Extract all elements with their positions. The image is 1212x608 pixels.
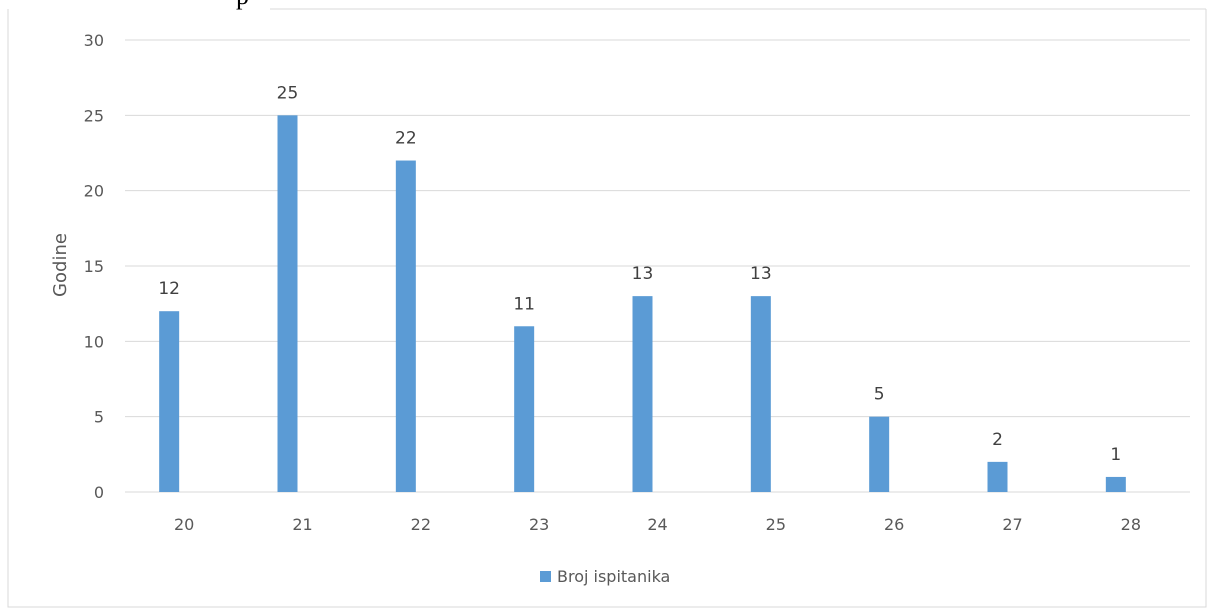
data-label-24: 13 — [632, 264, 654, 284]
x-tick-label-27: 27 — [1002, 515, 1022, 534]
y-axis-title: Godine — [50, 233, 71, 297]
x-tick-label-21: 21 — [292, 515, 312, 534]
data-label-25: 13 — [750, 264, 772, 284]
legend-label: Broj ispitanika — [557, 567, 670, 586]
x-tick-label-22: 22 — [411, 515, 431, 534]
top-fragment-text: p — [236, 0, 249, 10]
y-tick-label: 25 — [84, 106, 104, 125]
bar-22 — [395, 160, 416, 493]
data-label-22: 22 — [395, 129, 417, 149]
bar-27 — [987, 461, 1008, 492]
bar-20 — [159, 311, 180, 492]
y-tick-label: 0 — [94, 483, 104, 502]
data-label-26: 5 — [874, 385, 885, 405]
data-label-28: 1 — [1110, 445, 1121, 465]
legend-swatch — [540, 571, 551, 582]
x-tick-label-25: 25 — [766, 515, 786, 534]
bar-23 — [514, 326, 535, 492]
data-label-23: 11 — [513, 294, 535, 314]
bar-26 — [869, 416, 890, 492]
data-label-20: 12 — [158, 279, 180, 299]
y-tick-label: 10 — [84, 332, 104, 351]
bar-21 — [277, 115, 298, 492]
x-tick-label-20: 20 — [174, 515, 194, 534]
bar-28 — [1105, 476, 1126, 492]
x-tick-label-26: 26 — [884, 515, 904, 534]
legend: Broj ispitanika — [540, 567, 670, 586]
y-tick-label: 15 — [84, 257, 104, 276]
x-tick-label-28: 28 — [1121, 515, 1141, 534]
gridlines — [125, 39, 1190, 493]
data-label-27: 2 — [992, 430, 1003, 450]
x-tick-label-23: 23 — [529, 515, 549, 534]
bar-25 — [750, 296, 771, 492]
y-tick-label: 5 — [94, 408, 104, 427]
chart-border — [7, 9, 1207, 608]
data-label-21: 25 — [277, 83, 299, 103]
x-tick-label-24: 24 — [647, 515, 667, 534]
bar-24 — [632, 296, 653, 492]
data-labels: 12 25 22 11 13 13 5 2 1 — [158, 83, 1121, 465]
y-tick-label: 20 — [84, 182, 104, 201]
bars — [159, 115, 1126, 493]
x-axis-tick-labels: 20 21 22 23 24 25 26 27 28 — [174, 515, 1141, 534]
y-axis-tick-labels: 0 5 10 15 20 25 30 — [84, 31, 104, 502]
y-tick-label: 30 — [84, 31, 104, 50]
